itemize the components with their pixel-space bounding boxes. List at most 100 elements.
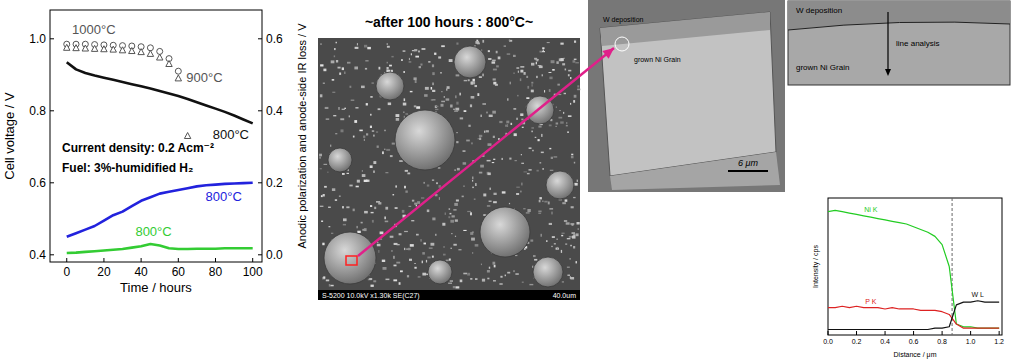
sem-texture (551, 157, 553, 159)
sem-texture (516, 67, 519, 69)
sem-texture (425, 87, 429, 90)
sem-grain (480, 207, 530, 257)
sem-texture (378, 250, 379, 253)
sem-texture (370, 114, 372, 116)
sem-texture (559, 110, 561, 111)
sem-texture (438, 167, 441, 169)
sem-texture (335, 199, 337, 201)
sem-texture (392, 143, 395, 145)
sem-texture (455, 108, 459, 111)
series-label: W L (972, 291, 985, 298)
sem-grain (328, 148, 352, 172)
sem-texture (374, 207, 376, 209)
sem-texture (561, 235, 563, 236)
series-marker (166, 61, 172, 67)
y-axis-title: Intensity / cps (812, 245, 820, 288)
sem-texture (460, 280, 463, 283)
series-marker (129, 48, 135, 54)
sem-texture (450, 280, 453, 282)
sem-texture (364, 139, 365, 141)
sem-texture (409, 61, 412, 62)
sem-texture (466, 140, 470, 142)
sem-texture (573, 246, 575, 249)
sem-texture (373, 280, 376, 282)
sem-texture (504, 45, 506, 47)
sem-texture (529, 147, 532, 149)
sem-grain (395, 110, 455, 170)
sem-texture (320, 64, 323, 66)
sem-texture (432, 256, 434, 258)
sem-texture (488, 50, 490, 52)
sem-texture (385, 172, 388, 173)
sem-texture (570, 245, 571, 247)
sem-texture (472, 232, 474, 233)
sem-texture (359, 130, 362, 132)
series-label: 900°C (186, 70, 222, 85)
sem-texture (567, 238, 571, 239)
sem-texture (414, 49, 417, 51)
sem-texture (323, 69, 326, 72)
sem-texture (551, 60, 555, 63)
sem-texture (362, 170, 363, 171)
sem-texture (463, 150, 466, 152)
sem-texture (526, 76, 528, 78)
sem-texture (573, 197, 576, 198)
series-label: P K (865, 298, 876, 305)
sem-texture (370, 126, 372, 128)
sem-texture (373, 161, 376, 164)
sem-texture (346, 206, 349, 208)
sem-texture (343, 218, 347, 221)
sem-texture (370, 96, 372, 98)
sem-texture (365, 68, 367, 70)
x-tick-label: 20 (97, 265, 111, 279)
sem-texture (454, 203, 458, 206)
sem-texture (493, 78, 496, 80)
sem-texture (407, 275, 409, 277)
sem-grain (376, 72, 404, 100)
sem-texture (444, 96, 445, 98)
sem-texture (539, 197, 542, 199)
sem-texture (331, 233, 333, 234)
sem-texture (521, 183, 523, 186)
sem-texture (397, 244, 400, 245)
sem-texture (560, 121, 564, 123)
sem-texture (353, 209, 355, 212)
sem-texture (569, 236, 572, 238)
sem-texture (327, 172, 328, 173)
sem-texture (404, 248, 405, 250)
sem-texture (498, 57, 501, 60)
sem-texture (565, 199, 568, 201)
sem-texture (547, 42, 550, 43)
sem-texture (570, 223, 574, 225)
sem-texture (349, 115, 350, 117)
sem-texture (549, 89, 551, 92)
sem-texture (536, 62, 537, 65)
sem-texture (331, 60, 335, 63)
sem-texture (393, 194, 395, 195)
sem-texture (418, 51, 419, 53)
sem-texture (385, 207, 388, 210)
y2-tick-label: 0.2 (266, 176, 283, 190)
sem-texture (476, 40, 478, 42)
sem-texture (355, 47, 359, 49)
sem-texture (510, 82, 511, 85)
sem-texture (475, 278, 478, 279)
sem-texture (539, 66, 543, 69)
sem-texture (351, 100, 355, 101)
series-line (67, 244, 253, 253)
sem-texture (471, 142, 473, 144)
x-tick (913, 331, 914, 335)
x-tick-label: 0.0 (823, 338, 833, 345)
sem-texture (550, 170, 554, 171)
series-label: 800°C (135, 224, 171, 239)
sem-texture (475, 41, 479, 44)
sem-texture (319, 154, 322, 157)
inset-analysis-line (887, 12, 888, 72)
sem-texture (326, 280, 329, 282)
series-line (67, 62, 253, 123)
sem-texture (487, 205, 490, 207)
sem-texture (448, 283, 452, 285)
y2-tick-label: 0.0 (266, 248, 283, 262)
sem-texture (556, 106, 557, 108)
sem-texture (551, 246, 553, 247)
